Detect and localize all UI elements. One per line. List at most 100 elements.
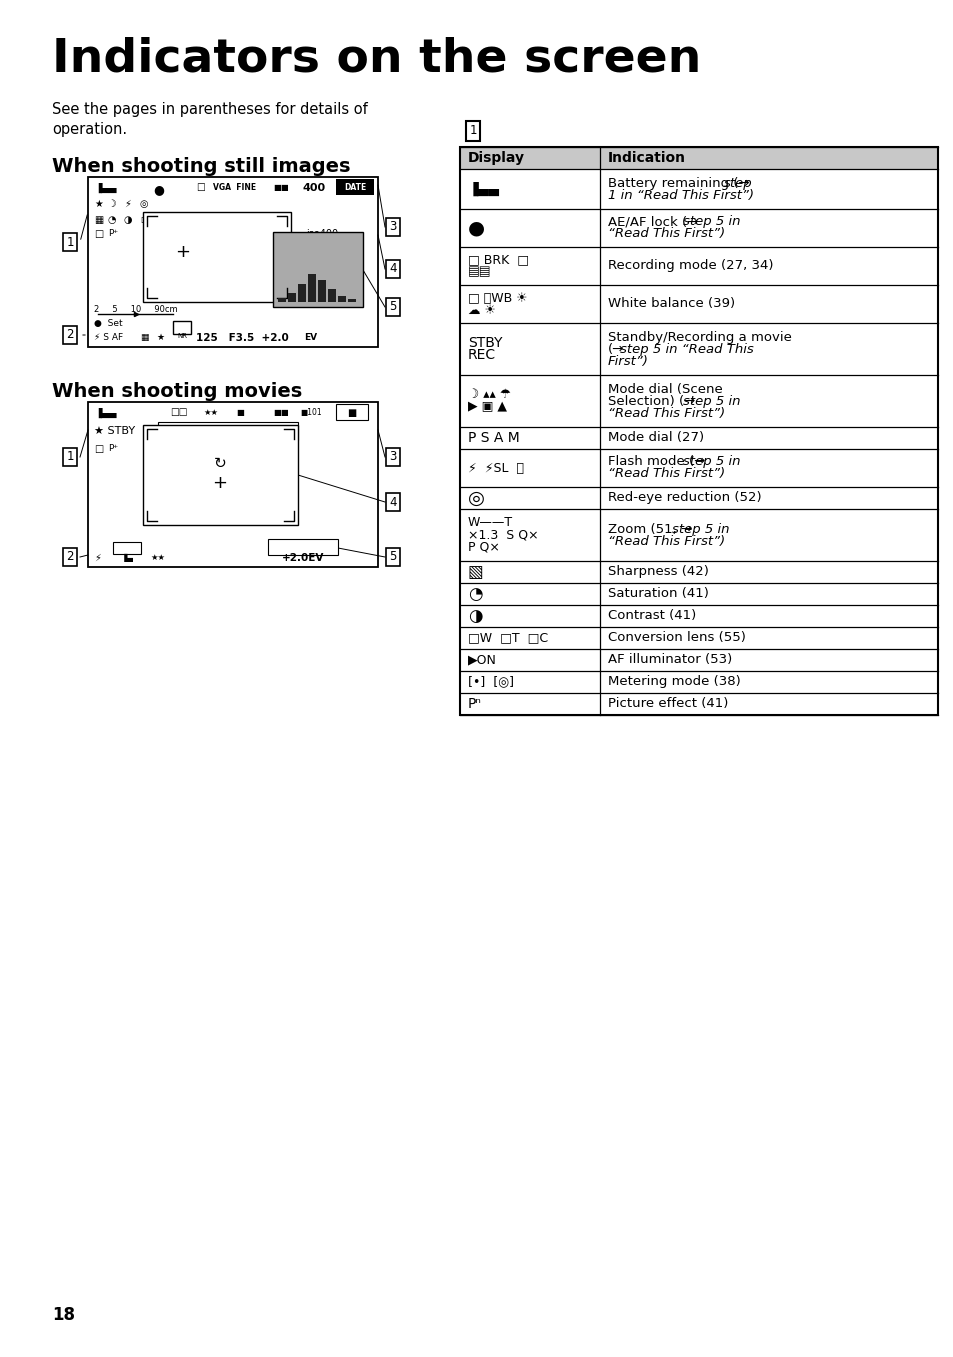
Text: Battery remaining (→: Battery remaining (→ [607,176,749,190]
Text: Picture effect (41): Picture effect (41) [607,697,727,711]
Text: ▐▄: ▐▄ [120,554,133,562]
Text: 2: 2 [66,328,73,342]
Text: ■: ■ [235,408,244,417]
Text: 3: 3 [389,220,396,233]
Text: “Read This First”): “Read This First”) [607,535,724,547]
Text: ×1.3  S Q×: ×1.3 S Q× [468,528,538,541]
Text: 1: 1 [66,451,73,464]
Text: +2.0EV: +2.0EV [281,554,324,563]
Text: ■101: ■101 [299,408,321,417]
Text: +: + [213,474,227,493]
Text: AE/AF lock (→: AE/AF lock (→ [607,216,698,228]
Text: Mode dial (Scene: Mode dial (Scene [607,383,722,395]
Text: step: step [723,176,752,190]
Bar [172,322,191,334]
Text: ●: ● [152,183,164,195]
Text: First”): First”) [607,354,648,368]
Text: VGA  FINE: VGA FINE [213,183,255,191]
Text: W——T: W——T [468,517,513,529]
Text: iso400: iso400 [306,229,337,239]
Text: Indication: Indication [607,151,685,166]
Text: step 5 in “Read This: step 5 in “Read This [618,342,753,356]
Bar [335,179,374,195]
Text: DATE: DATE [343,183,366,191]
Text: ☉  C:32:00: ☉ C:32:00 [203,214,255,225]
Bar [297,284,306,303]
Text: 1: 1 [469,125,476,137]
Text: Recording mode (27, 34): Recording mode (27, 34) [607,259,773,273]
Text: See the pages in parentheses for details of
operation.: See the pages in parentheses for details… [52,102,367,137]
Text: ★: ★ [156,332,164,342]
Text: Zoom (51, →: Zoom (51, → [607,522,691,536]
Text: REC: REC [468,347,496,362]
Bar [348,299,355,303]
Text: □: □ [94,229,103,239]
Text: □W: □W [140,214,156,224]
Text: +: + [175,243,191,261]
Text: ◑: ◑ [124,214,132,225]
Text: ▶ ▣ ▲: ▶ ▣ ▲ [468,400,506,414]
Text: ◎: ◎ [468,489,484,508]
Text: Mode dial (27): Mode dial (27) [607,432,703,445]
Text: P⁺: P⁺ [108,444,118,453]
Text: ▧: ▧ [468,563,483,581]
Text: ▶ON: ▶ON [468,654,497,666]
Text: AF illuminator (53): AF illuminator (53) [607,654,732,666]
Text: 18: 18 [52,1305,75,1324]
Text: 4: 4 [389,495,396,509]
Text: P Q×: P Q× [468,540,499,554]
Text: ☽: ☽ [108,199,116,209]
Text: ▐▄▄: ▐▄▄ [94,183,116,193]
Text: ↻: ↻ [213,456,226,471]
Text: EV: EV [304,332,316,342]
Text: step 5 in: step 5 in [682,456,740,468]
Text: Indicators on the screen: Indicators on the screen [52,37,700,81]
Text: Conversion lens (55): Conversion lens (55) [607,631,745,645]
Text: 00:00:00  [00:28:25]: 00:00:00 [00:28:25] [163,426,264,436]
Text: ◎: ◎ [140,199,149,209]
Text: 1: 1 [66,236,73,248]
Text: ●: ● [468,218,484,237]
Bar [459,147,937,715]
Text: ★★: ★★ [203,408,218,417]
Text: step 5 in: step 5 in [682,395,740,407]
Text: □: □ [94,444,103,455]
Text: 5: 5 [389,300,396,313]
Text: ⚡ S AF: ⚡ S AF [94,332,123,342]
Text: White balance (39): White balance (39) [607,297,735,311]
Text: ▐▄▄: ▐▄▄ [94,408,116,418]
Text: Standby/Recording a movie: Standby/Recording a movie [607,331,791,343]
Text: □ BRK  □: □ BRK □ [468,254,529,266]
Text: Saturation (41): Saturation (41) [607,588,708,601]
Bar [328,289,335,303]
Text: 2     5     10     90cm: 2 5 10 90cm [94,305,177,313]
Bar [288,293,295,303]
Text: Flash mode (→: Flash mode (→ [607,456,704,468]
Bar [459,147,937,170]
Text: step 5 in: step 5 in [682,216,740,228]
Bar [337,296,346,303]
Bar [459,147,937,715]
Text: ⚡  ⚡SL  ⓹: ⚡ ⚡SL ⓹ [468,461,523,475]
Text: ☐: ☐ [195,183,205,193]
Text: Sharpness (42): Sharpness (42) [607,566,708,578]
Text: ★: ★ [94,199,103,209]
Text: When shooting movies: When shooting movies [52,383,302,402]
Text: STBY: STBY [468,337,502,350]
Text: ■■: ■■ [273,183,289,191]
Text: ☉  C:32:00: ☉ C:32:00 [198,444,251,455]
Bar [308,274,315,303]
Text: Metering mode (38): Metering mode (38) [607,676,740,688]
Text: ☽ ▴▴ ☂: ☽ ▴▴ ☂ [468,388,511,402]
Text: NR: NR [177,332,187,339]
Text: P S A M: P S A M [468,432,519,445]
Text: ■: ■ [347,408,356,418]
Text: ☁ ☀: ☁ ☀ [468,304,496,316]
Bar [158,422,297,440]
Text: ◔: ◔ [468,585,482,603]
Text: ■■: ■■ [273,408,289,417]
Text: Display: Display [468,151,524,166]
Bar [112,541,141,554]
Bar [317,280,326,303]
Text: ▤▤: ▤▤ [468,266,491,278]
